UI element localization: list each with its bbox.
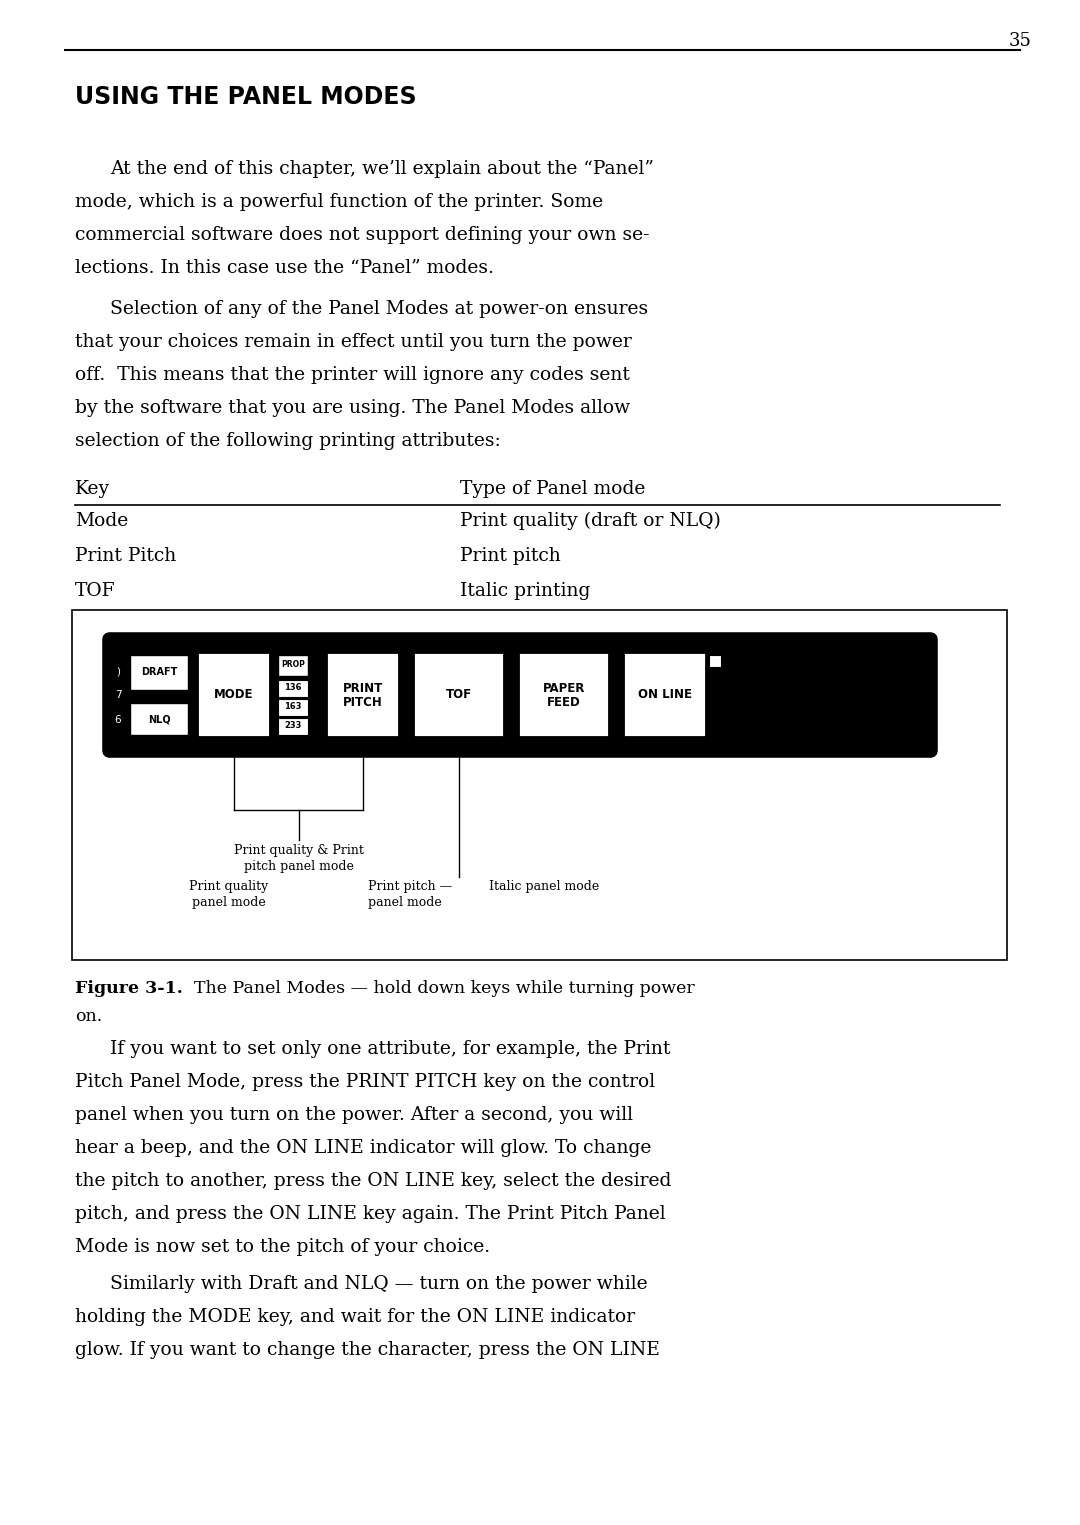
Text: 136: 136 [284, 683, 301, 692]
Text: Mode is now set to the pitch of your choice.: Mode is now set to the pitch of your cho… [75, 1238, 490, 1257]
Text: 6: 6 [114, 715, 121, 726]
Text: pitch, and press the ON LINE key again. The Print Pitch Panel: pitch, and press the ON LINE key again. … [75, 1205, 665, 1223]
Text: that your choices remain in effect until you turn the power: that your choices remain in effect until… [75, 332, 632, 351]
Text: Print pitch: Print pitch [460, 547, 561, 564]
Text: PROP: PROP [281, 660, 305, 669]
Text: Print quality & Print: Print quality & Print [233, 843, 364, 857]
Text: MODE: MODE [214, 688, 254, 702]
Bar [130, 703, 188, 735]
Text: 7: 7 [114, 689, 121, 700]
Text: Pitch Panel Mode, press the PRINT PITCH key on the control: Pitch Panel Mode, press the PRINT PITCH … [75, 1074, 656, 1090]
Bar [278, 680, 308, 697]
Text: 163: 163 [284, 702, 301, 711]
Text: Print quality (draft or NLQ): Print quality (draft or NLQ) [460, 512, 720, 531]
Text: commercial software does not support defining your own se-: commercial software does not support def… [75, 226, 650, 244]
Text: PAPER: PAPER [543, 683, 585, 695]
Bar [198, 653, 270, 737]
Text: 35: 35 [1009, 32, 1031, 50]
Text: Key: Key [75, 480, 110, 499]
Text: Mode: Mode [75, 512, 129, 531]
Text: TOF: TOF [446, 688, 472, 702]
Text: selection of the following printing attributes:: selection of the following printing attr… [75, 432, 501, 450]
Bar [278, 656, 308, 676]
Bar [624, 653, 706, 737]
FancyBboxPatch shape [105, 634, 935, 755]
Text: 233: 233 [284, 721, 301, 730]
Text: At the end of this chapter, we’ll explain about the “Panel”: At the end of this chapter, we’ll explai… [110, 160, 653, 178]
Bar [130, 656, 188, 689]
Text: PITCH: PITCH [343, 695, 383, 709]
Bar [278, 718, 308, 735]
Bar [312, 695, 322, 714]
Bar [312, 717, 322, 735]
Text: Italic printing: Italic printing [460, 583, 591, 599]
Text: Type of Panel mode: Type of Panel mode [460, 480, 646, 499]
Text: mode, which is a powerful function of the printer. Some: mode, which is a powerful function of th… [75, 194, 603, 210]
Bar [312, 654, 322, 673]
Text: Print Pitch: Print Pitch [75, 547, 176, 564]
Bar [327, 653, 399, 737]
Text: DRAFT: DRAFT [140, 668, 177, 677]
Text: on.: on. [75, 1008, 103, 1025]
Text: off.  This means that the printer will ignore any codes sent: off. This means that the printer will ig… [75, 366, 630, 384]
Text: pitch panel mode: pitch panel mode [244, 860, 353, 872]
Bar [708, 656, 721, 666]
Text: Similarly with Draft and NLQ — turn on the power while: Similarly with Draft and NLQ — turn on t… [110, 1275, 648, 1293]
Bar [519, 653, 609, 737]
Text: FEED: FEED [548, 695, 581, 709]
Text: NLQ: NLQ [148, 714, 171, 724]
Text: the pitch to another, press the ON LINE key, select the desired: the pitch to another, press the ON LINE … [75, 1173, 672, 1190]
Bar [312, 676, 322, 692]
Text: If you want to set only one attribute, for example, the Print: If you want to set only one attribute, f… [110, 1040, 671, 1058]
Text: Selection of any of the Panel Modes at power-on ensures: Selection of any of the Panel Modes at p… [110, 300, 648, 319]
Bar [414, 653, 504, 737]
Bar [278, 698, 308, 715]
Text: TOF: TOF [75, 583, 116, 599]
Text: USING THE PANEL MODES: USING THE PANEL MODES [75, 85, 417, 108]
Text: by the software that you are using. The Panel Modes allow: by the software that you are using. The … [75, 400, 630, 416]
Text: Figure 3-1.: Figure 3-1. [75, 981, 183, 997]
Text: ): ) [116, 666, 120, 677]
Text: ON LINE: ON LINE [638, 688, 692, 702]
Text: PRINT: PRINT [342, 683, 383, 695]
Text: Italic panel mode: Italic panel mode [489, 880, 599, 894]
Text: Print quality: Print quality [189, 880, 269, 894]
Text: holding the MODE key, and wait for the ON LINE indicator: holding the MODE key, and wait for the O… [75, 1308, 635, 1327]
Text: The Panel Modes — hold down keys while turning power: The Panel Modes — hold down keys while t… [183, 981, 694, 997]
Text: panel mode: panel mode [368, 897, 442, 909]
Text: Print pitch —: Print pitch — [368, 880, 453, 894]
Text: hear a beep, and the ON LINE indicator will glow. To change: hear a beep, and the ON LINE indicator w… [75, 1139, 651, 1157]
Text: panel when you turn on the power. After a second, you will: panel when you turn on the power. After … [75, 1106, 633, 1124]
Bar [72, 610, 1007, 961]
Text: lections. In this case use the “Panel” modes.: lections. In this case use the “Panel” m… [75, 259, 494, 278]
Text: glow. If you want to change the character, press the ON LINE: glow. If you want to change the characte… [75, 1340, 660, 1359]
Text: panel mode: panel mode [192, 897, 266, 909]
